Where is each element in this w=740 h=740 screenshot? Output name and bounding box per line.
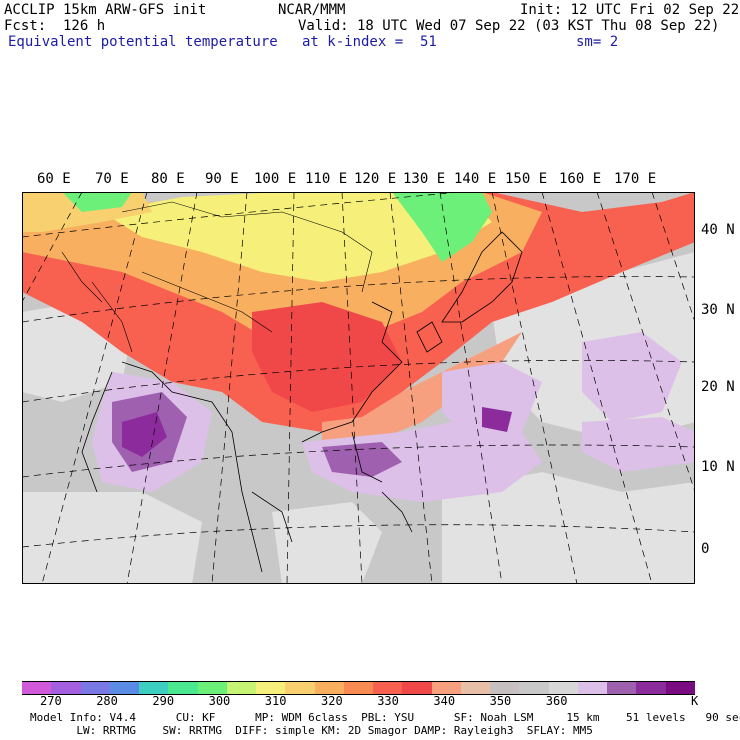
lat-label-40n: 40 N xyxy=(701,222,735,238)
colorbar-swatch xyxy=(343,681,374,695)
colorbar-swatch xyxy=(314,681,345,695)
colorbar-tick-label: 350 xyxy=(489,694,512,708)
model-info-line2: LW: RRTMG SW: RRTMG DIFF: simple KM: 2D … xyxy=(30,724,593,737)
theta-e-map xyxy=(22,192,695,584)
colorbar-tick-label: 330 xyxy=(377,694,399,708)
lon-label-90e: 90 E xyxy=(205,171,239,187)
colorbar-swatch xyxy=(285,681,316,695)
valid-time: Valid: 18 UTC Wed 07 Sep 22 (03 KST Thu … xyxy=(298,18,720,34)
colorbar-swatch xyxy=(168,681,199,695)
lon-label-140e: 140 E xyxy=(454,171,497,187)
colorbar-tick-label: 360 xyxy=(545,694,568,708)
colorbar-swatch xyxy=(490,681,520,695)
borders xyxy=(61,201,373,353)
yellow-region xyxy=(102,192,492,282)
deep-purple-region-pacific xyxy=(482,407,512,432)
hot-core-region xyxy=(252,302,402,412)
colorbar-swatch xyxy=(665,681,696,695)
colorbar-swatch xyxy=(226,681,257,695)
colorbar-swatch xyxy=(80,681,111,695)
lon-label-70e: 70 E xyxy=(95,171,129,187)
colorbar-tick-label: 290 xyxy=(152,694,175,708)
green-region xyxy=(392,192,492,262)
colorbar-tick-label: 310 xyxy=(264,694,287,708)
colorbar-swatch xyxy=(109,681,140,695)
colorbar-swatch xyxy=(197,681,228,695)
lilac-region-equator xyxy=(582,417,695,472)
colorbar-tick-label: 270 xyxy=(40,694,62,708)
colorbar-swatch xyxy=(373,681,403,695)
lat-label-30n: 30 N xyxy=(701,302,735,318)
model-title: ACCLIP 15km ARW-GFS init xyxy=(4,2,207,18)
init-time: Init: 12 UTC Fri 02 Sep 22 xyxy=(520,2,740,18)
lat-label-0: 0 xyxy=(701,541,710,557)
lilac-region-pacific xyxy=(442,362,542,442)
lilac-region-east xyxy=(582,332,682,422)
level-label: at k-index = 51 xyxy=(302,34,437,50)
graticule xyxy=(22,192,695,584)
salmon-band xyxy=(322,332,522,442)
colorbar-swatch xyxy=(51,681,81,695)
lon-label-60e: 60 E xyxy=(37,171,71,187)
colorbar-swatch xyxy=(548,681,579,695)
lon-label-120e: 120 E xyxy=(354,171,397,187)
colorbar-swatch xyxy=(256,681,286,695)
org-label: NCAR/MMM xyxy=(278,2,346,18)
colorbar-swatch xyxy=(577,681,608,695)
colorbar-tick-label: 320 xyxy=(321,694,343,708)
colorbar-swatch xyxy=(22,681,52,695)
field-name: Equivalent potential temperature xyxy=(8,34,278,50)
colorbar-swatch xyxy=(431,681,462,695)
map-border xyxy=(22,192,695,584)
lon-label-110e: 110 E xyxy=(305,171,348,187)
colorbar-swatch xyxy=(460,681,491,695)
colorbar-swatch xyxy=(607,681,637,695)
colorbar-tick-label: 340 xyxy=(433,694,456,708)
colorbar-tick-label: 280 xyxy=(96,694,118,708)
coastlines xyxy=(81,231,523,573)
colorbar-swatch xyxy=(139,681,169,695)
lilac-region-south xyxy=(302,422,542,502)
lon-label-160e: 160 E xyxy=(559,171,602,187)
lon-label-80e: 80 E xyxy=(151,171,185,187)
lat-label-10n: 10 N xyxy=(701,459,735,475)
lon-label-130e: 130 E xyxy=(403,171,446,187)
colorbar-unit: K xyxy=(691,694,699,708)
forecast-hour: Fcst: 126 h xyxy=(4,18,106,34)
colorbar-swatch xyxy=(402,681,433,695)
smoothing-label: sm= 2 xyxy=(576,34,619,50)
purple-region-scs xyxy=(322,442,402,477)
colorbar-swatch xyxy=(636,681,667,695)
lon-label-150e: 150 E xyxy=(505,171,548,187)
model-info-line1: Model Info: V4.4 CU: KF MP: WDM 6class P… xyxy=(30,711,740,724)
lon-label-100e: 100 E xyxy=(254,171,297,187)
lon-label-170e: 170 E xyxy=(614,171,657,187)
colorbar-swatch xyxy=(519,681,550,695)
colorbar-tick-label: 300 xyxy=(208,694,231,708)
lat-label-20n: 20 N xyxy=(701,379,735,395)
